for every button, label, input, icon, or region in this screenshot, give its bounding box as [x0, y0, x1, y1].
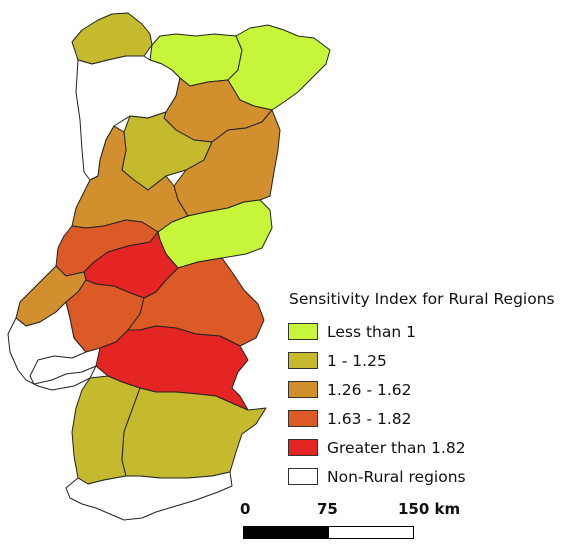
legend-item: 1.26 - 1.62 — [288, 375, 560, 404]
scale-label-mid: 75 — [317, 500, 338, 518]
legend-swatch — [288, 468, 318, 485]
legend-item: 1 - 1.25 — [288, 346, 560, 375]
legend-title: Sensitivity Index for Rural Regions — [289, 290, 555, 308]
legend-item: Greater than 1.82 — [288, 433, 560, 462]
scale-label-start: 0 — [240, 500, 251, 518]
region-north-east — [227, 24, 331, 111]
legend-label: Non-Rural regions — [327, 467, 466, 486]
legend-swatch — [288, 410, 318, 427]
legend-label: Less than 1 — [327, 322, 416, 341]
scale-label-end: 150 km — [398, 500, 461, 518]
legend-item: Less than 1 — [288, 317, 560, 346]
legend-swatch — [288, 381, 318, 398]
legend-label: 1.63 - 1.82 — [327, 409, 412, 428]
legend-label: 1 - 1.25 — [327, 351, 387, 370]
region-algarve — [65, 471, 233, 521]
legend-swatch — [288, 352, 318, 369]
legend-swatch — [288, 323, 318, 340]
legend-swatch — [288, 439, 318, 456]
region-baixo-alentejo — [121, 387, 267, 479]
legend-item: Non-Rural regions — [288, 462, 560, 491]
scale-segment-first — [243, 526, 329, 539]
legend-label: Greater than 1.82 — [327, 438, 466, 457]
legend-label: 1.26 - 1.62 — [327, 380, 412, 399]
legend: Sensitivity Index for Rural Regions Less… — [288, 290, 560, 491]
scale-bar: 0 75 150 km — [240, 500, 473, 545]
legend-item: 1.63 - 1.82 — [288, 404, 560, 433]
scale-segment-second — [328, 526, 414, 539]
